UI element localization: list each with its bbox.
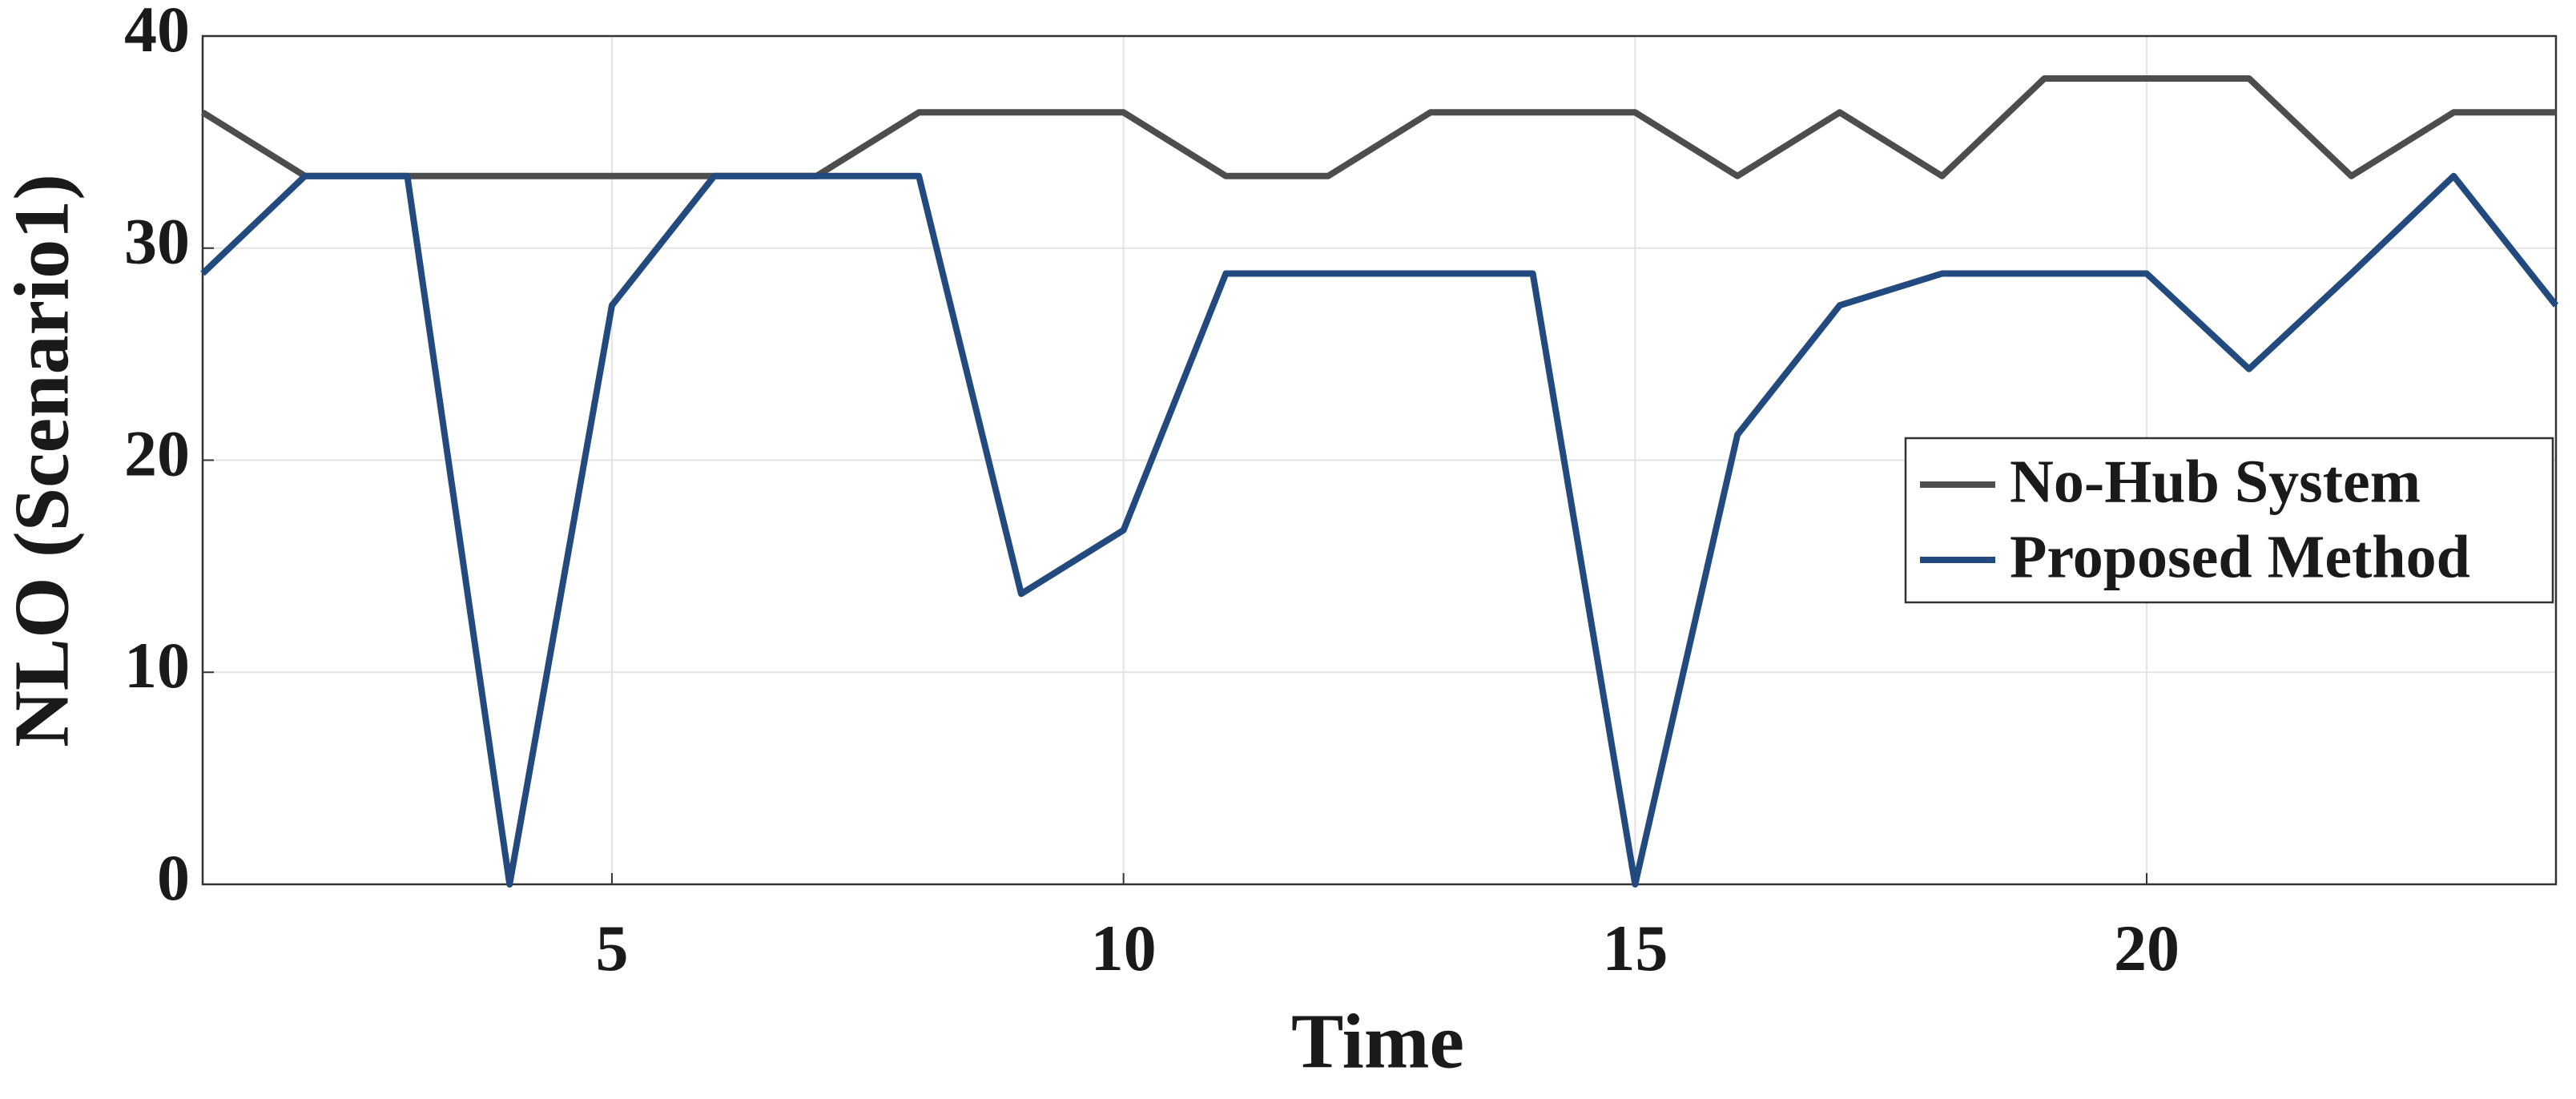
x-tick-label: 15 (1602, 912, 1668, 984)
data-line (200, 172, 2559, 888)
legend: No-Hub System Proposed Method (1904, 437, 2554, 604)
x-tick-label: 10 (1091, 912, 1157, 984)
y-axis-label: NLO (Scenario1) (0, 174, 85, 747)
x-tick-label: 20 (2114, 912, 2180, 984)
y-tick-label: 30 (124, 205, 190, 278)
legend-label: No-Hub System (2010, 448, 2421, 515)
y-tick-label: 10 (124, 629, 190, 702)
y-tick-label: 0 (157, 841, 190, 914)
legend-box (1904, 437, 2554, 604)
x-axis-label: Time (1291, 998, 1464, 1085)
legend-label: Proposed Method (2010, 523, 2470, 590)
data-line (200, 74, 2556, 179)
x-tick-label: 5 (595, 912, 628, 984)
plot-frame (201, 34, 2558, 886)
y-tick-label: 20 (124, 417, 190, 489)
y-tick-label: 40 (124, 0, 190, 66)
